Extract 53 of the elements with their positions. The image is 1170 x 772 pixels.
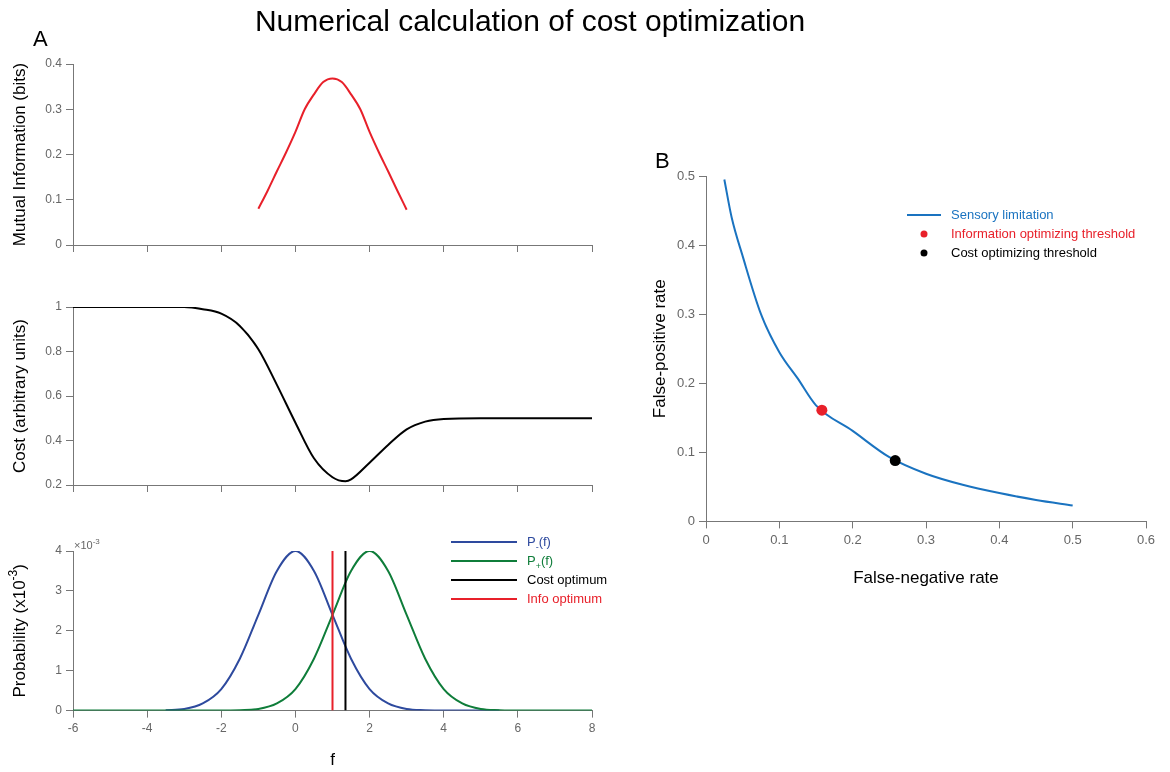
y-tick-label: 0.6 xyxy=(45,388,63,403)
x-tick-label: 0.1 xyxy=(770,531,789,547)
y-tick-label: 0.5 xyxy=(676,167,695,183)
y-tick-label: 0.4 xyxy=(45,56,63,71)
text: Cost optimum xyxy=(527,571,608,587)
x-axis-title: f xyxy=(330,749,336,769)
y-tick-label: 0.2 xyxy=(45,477,63,492)
x-tick-label: 8 xyxy=(588,721,596,736)
y-tick-label: 0.1 xyxy=(45,192,63,207)
y-tick-label: 0.1 xyxy=(676,443,695,459)
text: P-(f) xyxy=(527,533,551,552)
y-axis-title: False-positive rate xyxy=(649,279,669,419)
line-series xyxy=(257,77,408,211)
y-tick-label: 0.3 xyxy=(676,305,695,321)
y-tick-label: 0.3 xyxy=(45,101,63,116)
y-tick-label: 0 xyxy=(687,512,695,528)
y-tick-label: 1 xyxy=(55,663,63,678)
text: A xyxy=(33,26,48,52)
x-tick-label: -2 xyxy=(215,721,227,736)
y-tick-label: 3 xyxy=(55,583,63,598)
y-tick-label: 0 xyxy=(55,237,63,252)
x-axis-title: False-negative rate xyxy=(853,567,999,587)
text: B xyxy=(655,148,670,174)
y-tick-label: 2 xyxy=(55,623,63,638)
x-tick-label: -6 xyxy=(67,721,79,736)
y-tick-label: 0.2 xyxy=(45,146,63,161)
y-axis-title: Cost (arbitrary units) xyxy=(9,319,29,473)
y-tick-label: 0.4 xyxy=(45,432,63,447)
text: P+(f) xyxy=(527,552,554,571)
y-tick-label: 1 xyxy=(55,299,63,314)
x-tick-label: 0.6 xyxy=(1136,531,1156,547)
y-tick-label: 4 xyxy=(55,543,63,558)
y-tick-label: 0.4 xyxy=(676,236,695,252)
y-tick-label: 0.2 xyxy=(676,374,695,390)
x-tick-label: 0 xyxy=(292,721,300,736)
x-tick-label: 6 xyxy=(514,721,522,736)
x-tick-label: -4 xyxy=(141,721,153,736)
y-tick-label: 0.8 xyxy=(45,343,63,358)
legend-label: Sensory limitation xyxy=(951,206,1054,222)
text: Info optimum xyxy=(527,590,603,606)
legend-label: Cost optimizing threshold xyxy=(951,244,1097,260)
y-axis-title: Probability (x10-3) xyxy=(5,564,29,698)
y-axis-title: Mutual Information (bits) xyxy=(9,62,29,247)
x-tick-label: 4 xyxy=(440,721,448,736)
chart-title: Numerical calculation of cost optimization xyxy=(254,4,806,37)
x-tick-label: 0.5 xyxy=(1063,531,1082,547)
x-tick-label: 0 xyxy=(702,531,710,547)
x-tick-label: 0.3 xyxy=(916,531,936,547)
x-tick-label: 0.4 xyxy=(990,531,1009,547)
y-tick-label: 0 xyxy=(55,702,63,717)
x-tick-label: 2 xyxy=(366,721,374,736)
x-tick-label: 0.2 xyxy=(843,531,862,547)
legend-label: Information optimizing threshold xyxy=(951,225,1136,241)
